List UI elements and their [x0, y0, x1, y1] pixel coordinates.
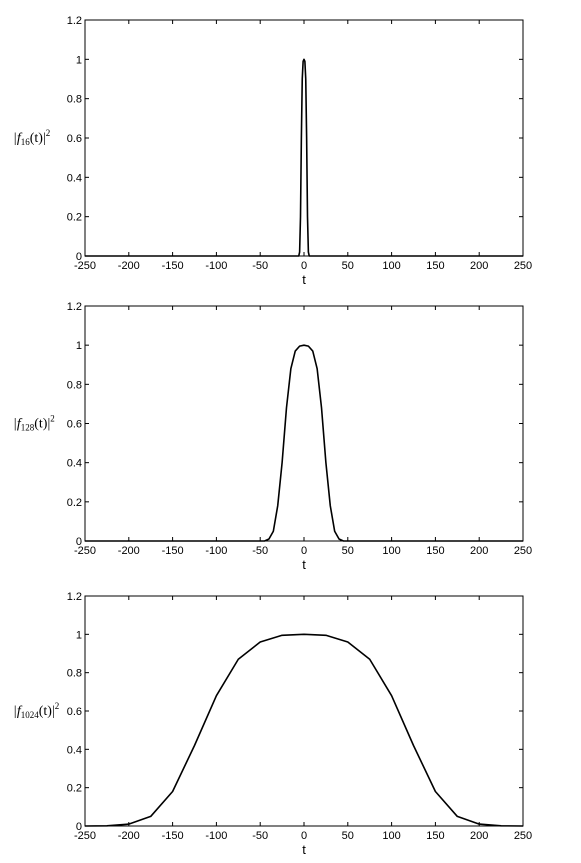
- y-axis-label: |f128(t)|2: [13, 414, 55, 433]
- x-tick-label: -150: [162, 830, 184, 842]
- y-tick-label: 1: [76, 629, 82, 641]
- y-label-sup: 2: [50, 414, 55, 424]
- y-tick-label: 0.6: [67, 419, 82, 431]
- x-tick-label: 100: [382, 260, 400, 272]
- x-axis-label: t: [302, 842, 306, 857]
- plot: -250 -200 -150 -100 -50 0 50 100 150 200 250 0 0.2 0.…: [13, 301, 532, 572]
- y-tick-label: 0.6: [67, 133, 82, 145]
- curve: [85, 58, 523, 257]
- y-tick-label: 0: [76, 251, 82, 263]
- y-label-sup: 2: [55, 701, 60, 711]
- x-tick-label: -250: [74, 545, 96, 557]
- y-tick-label: 0.4: [67, 744, 82, 756]
- y-label-part: |f: [13, 131, 23, 146]
- y-tick-label: 0.4: [67, 172, 82, 184]
- y-tick-label: 0: [76, 536, 82, 548]
- y-tick-label: 0.8: [67, 668, 82, 680]
- plot: -250 -200 -150 -100 -50 0 50 100 150 200 250 0 0.2 0.…: [13, 591, 532, 857]
- x-tick-label: -100: [205, 260, 227, 272]
- x-tick-label: 50: [342, 830, 354, 842]
- x-tick-label: -200: [118, 830, 140, 842]
- y-tick-label: 0.2: [67, 497, 82, 509]
- plot: -250 -200 -150 -100 -50 0 50 100 150 200 250 0 0.2 0.…: [13, 15, 532, 287]
- x-tick-label: -150: [162, 260, 184, 272]
- x-tick-label: -150: [162, 545, 184, 557]
- y-tick-label: 0.8: [67, 379, 82, 391]
- x-tick-label: 150: [426, 545, 444, 557]
- y-axis-label: |f16(t)|2: [13, 128, 50, 147]
- x-tick-label: 0: [301, 260, 307, 272]
- x-tick-label: 0: [301, 545, 307, 557]
- y-label-sup: 2: [46, 128, 51, 138]
- x-axis-label: t: [302, 557, 306, 572]
- y-tick-label: 0.4: [67, 458, 82, 470]
- x-tick-label: -200: [118, 545, 140, 557]
- y-label-sub: 16: [21, 137, 31, 147]
- x-tick-label: 150: [426, 830, 444, 842]
- curve: [85, 344, 523, 542]
- plot-area: [84, 595, 524, 827]
- y-tick-label: 1: [76, 54, 82, 66]
- x-tick-label: 250: [514, 260, 532, 272]
- y-tick-label: 1: [76, 340, 82, 352]
- x-tick-label: 150: [426, 260, 444, 272]
- x-tick-label: -250: [74, 830, 96, 842]
- y-tick-label: 0.8: [67, 94, 82, 106]
- x-tick-label: 50: [342, 260, 354, 272]
- y-label-part: |f: [13, 417, 23, 432]
- y-label-part: (t)|: [39, 704, 55, 719]
- x-tick-label: 50: [342, 545, 354, 557]
- x-tick-label: -50: [252, 545, 268, 557]
- x-tick-label: 100: [382, 830, 400, 842]
- plot-area: [84, 19, 524, 257]
- y-tick-label: 1.2: [67, 301, 82, 313]
- x-tick-label: -250: [74, 260, 96, 272]
- y-label-sub: 1024: [21, 710, 40, 720]
- curve: [84, 633, 524, 827]
- x-axis-label: t: [302, 272, 306, 287]
- x-tick-label: 0: [301, 830, 307, 842]
- x-tick-label: 200: [470, 545, 488, 557]
- x-tick-label: 200: [470, 830, 488, 842]
- y-tick-label: 1.2: [67, 15, 82, 27]
- x-tick-label: -200: [118, 260, 140, 272]
- y-tick-label: 1.2: [67, 591, 82, 603]
- y-label-part: |f: [13, 704, 23, 719]
- x-tick-label: 250: [514, 830, 532, 842]
- x-tick-label: -50: [252, 260, 268, 272]
- y-tick-label: 0.2: [67, 783, 82, 795]
- y-tick-label: 0.6: [67, 706, 82, 718]
- x-tick-label: 100: [382, 545, 400, 557]
- x-tick-label: -100: [205, 545, 227, 557]
- x-tick-label: -50: [252, 830, 268, 842]
- y-label-part: (t)|: [34, 417, 50, 432]
- y-tick-label: 0.2: [67, 212, 82, 224]
- plot-area: [84, 305, 524, 542]
- x-tick-label: 200: [470, 260, 488, 272]
- y-axis-label: |f1024(t)|2: [13, 701, 59, 720]
- x-tick-label: -100: [205, 830, 227, 842]
- y-label-part: (t)|: [30, 131, 46, 146]
- x-tick-label: 250: [514, 545, 532, 557]
- y-label-sub: 128: [21, 423, 35, 433]
- y-tick-label: 0: [76, 821, 82, 833]
